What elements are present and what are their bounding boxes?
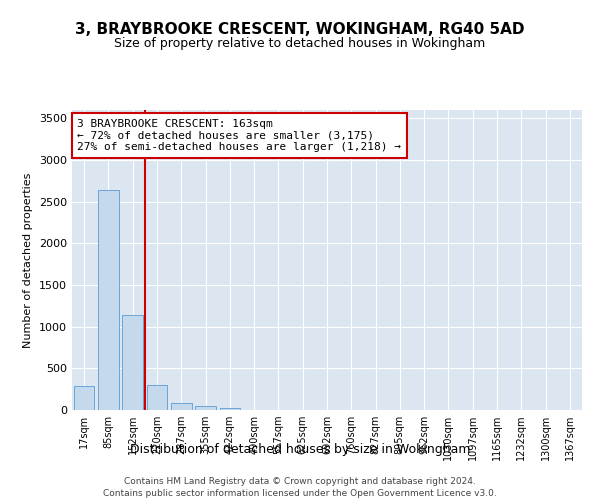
Bar	[220, 408, 240, 410]
Bar	[98, 190, 119, 410]
Text: 3 BRAYBROOKE CRESCENT: 163sqm
← 72% of detached houses are smaller (3,175)
27% o: 3 BRAYBROOKE CRESCENT: 163sqm ← 72% of d…	[77, 119, 401, 152]
Bar	[195, 406, 216, 410]
Text: Contains public sector information licensed under the Open Government Licence v3: Contains public sector information licen…	[103, 489, 497, 498]
Bar	[171, 403, 191, 410]
Text: 3, BRAYBROOKE CRESCENT, WOKINGHAM, RG40 5AD: 3, BRAYBROOKE CRESCENT, WOKINGHAM, RG40 …	[75, 22, 525, 38]
Y-axis label: Number of detached properties: Number of detached properties	[23, 172, 34, 348]
Bar	[122, 315, 143, 410]
Text: Contains HM Land Registry data © Crown copyright and database right 2024.: Contains HM Land Registry data © Crown c…	[124, 478, 476, 486]
Bar	[146, 386, 167, 410]
Bar	[74, 386, 94, 410]
Text: Distribution of detached houses by size in Wokingham: Distribution of detached houses by size …	[130, 442, 470, 456]
Text: Size of property relative to detached houses in Wokingham: Size of property relative to detached ho…	[115, 38, 485, 51]
